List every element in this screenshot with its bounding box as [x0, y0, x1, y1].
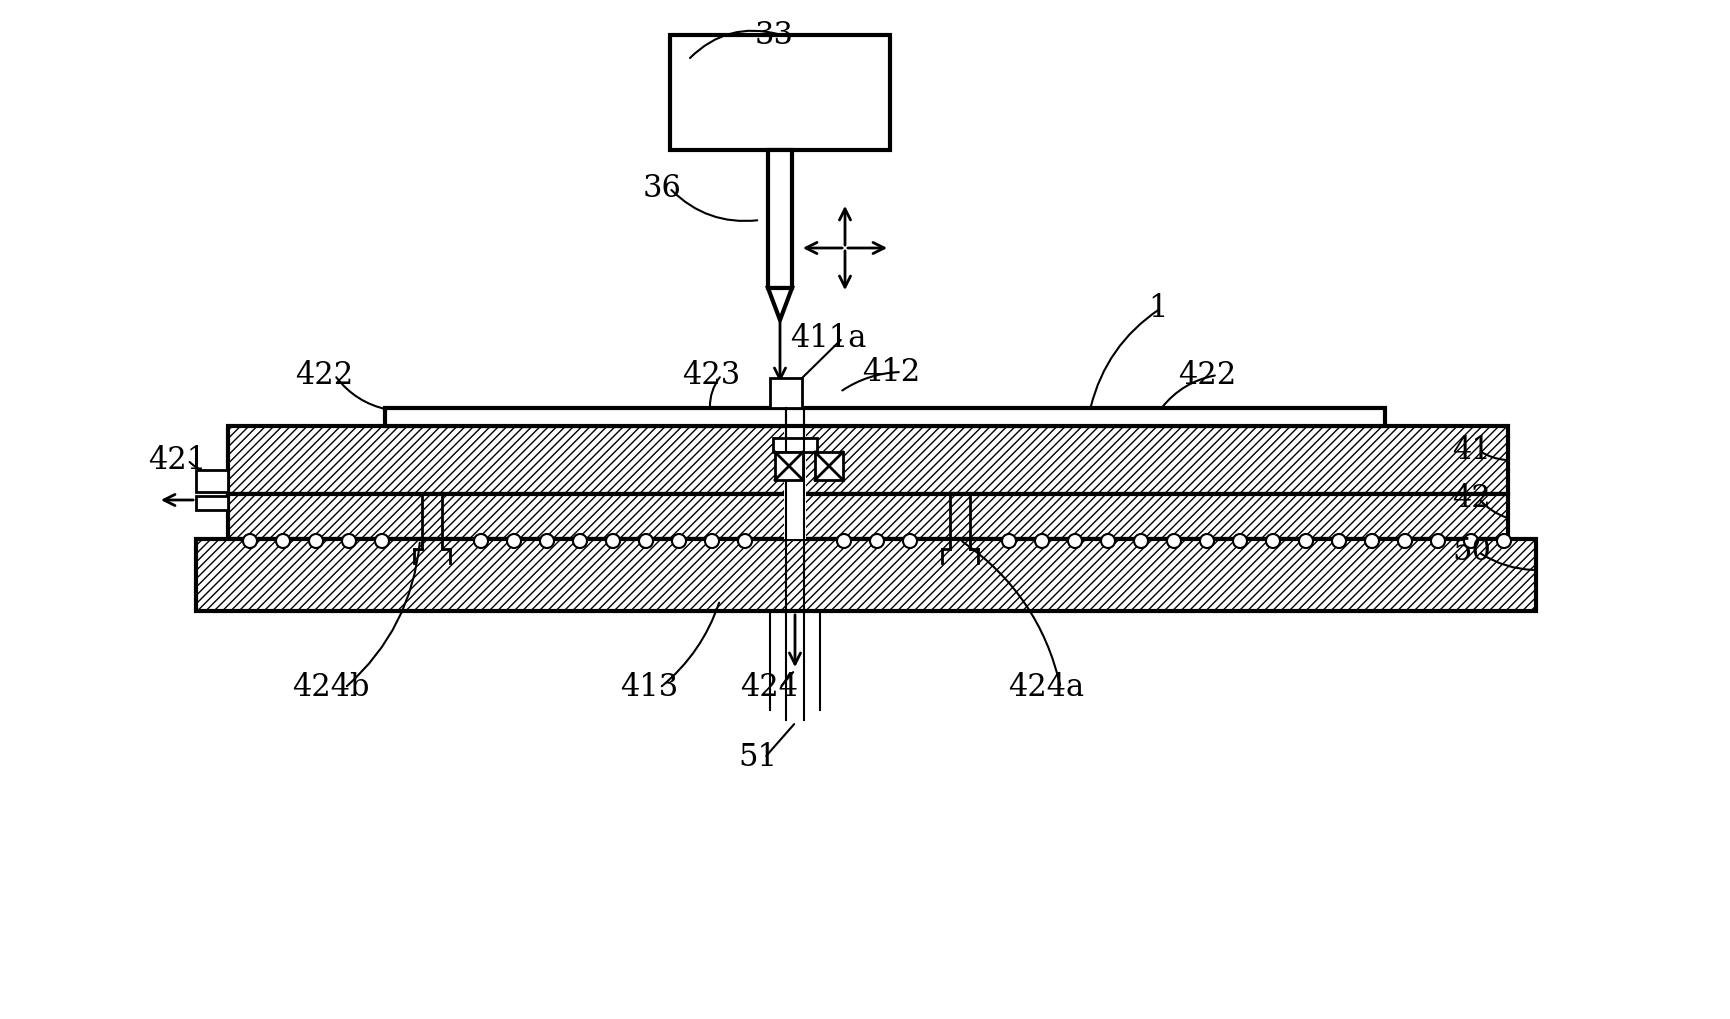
Circle shape: [310, 534, 324, 548]
Text: 423: 423: [682, 360, 740, 390]
Text: 424a: 424a: [1009, 673, 1085, 703]
Circle shape: [638, 534, 652, 548]
Bar: [386, 408, 1386, 426]
Circle shape: [606, 534, 619, 548]
Circle shape: [343, 534, 356, 548]
Circle shape: [1398, 534, 1412, 548]
Bar: [195, 470, 228, 492]
Text: 50: 50: [1451, 536, 1491, 568]
Bar: [195, 496, 228, 510]
Circle shape: [1365, 534, 1379, 548]
Text: 424b: 424b: [292, 673, 370, 703]
Text: 33: 33: [754, 19, 794, 51]
Circle shape: [1133, 534, 1149, 548]
Text: 1: 1: [1149, 292, 1168, 323]
Polygon shape: [768, 288, 792, 320]
Bar: [768, 150, 792, 288]
Circle shape: [1067, 534, 1081, 548]
Circle shape: [1464, 534, 1477, 548]
Bar: [773, 438, 817, 452]
Circle shape: [837, 534, 851, 548]
Circle shape: [507, 534, 521, 548]
Bar: [228, 426, 1509, 494]
Circle shape: [739, 534, 753, 548]
Text: 424: 424: [740, 673, 798, 703]
Circle shape: [540, 534, 554, 548]
Circle shape: [1332, 534, 1346, 548]
Circle shape: [474, 534, 488, 548]
Bar: [195, 539, 1536, 611]
Text: 411a: 411a: [791, 322, 867, 354]
Circle shape: [375, 534, 389, 548]
Text: 422: 422: [296, 360, 353, 390]
Text: 51: 51: [739, 743, 777, 773]
Circle shape: [1100, 534, 1116, 548]
Circle shape: [1201, 534, 1214, 548]
Circle shape: [870, 534, 884, 548]
Circle shape: [706, 534, 720, 548]
Circle shape: [1299, 534, 1313, 548]
Circle shape: [1233, 534, 1247, 548]
Text: 412: 412: [862, 357, 920, 387]
Text: 421: 421: [149, 444, 206, 476]
Bar: [770, 378, 803, 408]
Circle shape: [1431, 534, 1445, 548]
Circle shape: [242, 534, 258, 548]
Bar: [670, 35, 889, 150]
Circle shape: [573, 534, 586, 548]
Circle shape: [1035, 534, 1048, 548]
Circle shape: [1002, 534, 1016, 548]
Text: 36: 36: [644, 172, 682, 204]
Circle shape: [1266, 534, 1280, 548]
Text: 422: 422: [1178, 360, 1237, 390]
Circle shape: [277, 534, 291, 548]
Bar: [228, 494, 1509, 539]
Circle shape: [671, 534, 687, 548]
Circle shape: [1168, 534, 1182, 548]
Circle shape: [1496, 534, 1510, 548]
Text: 42: 42: [1451, 483, 1491, 514]
Bar: [775, 452, 803, 480]
Text: 41: 41: [1451, 434, 1491, 466]
Bar: [815, 452, 843, 480]
Text: 413: 413: [619, 673, 678, 703]
Bar: [784, 426, 806, 539]
Circle shape: [903, 534, 917, 548]
